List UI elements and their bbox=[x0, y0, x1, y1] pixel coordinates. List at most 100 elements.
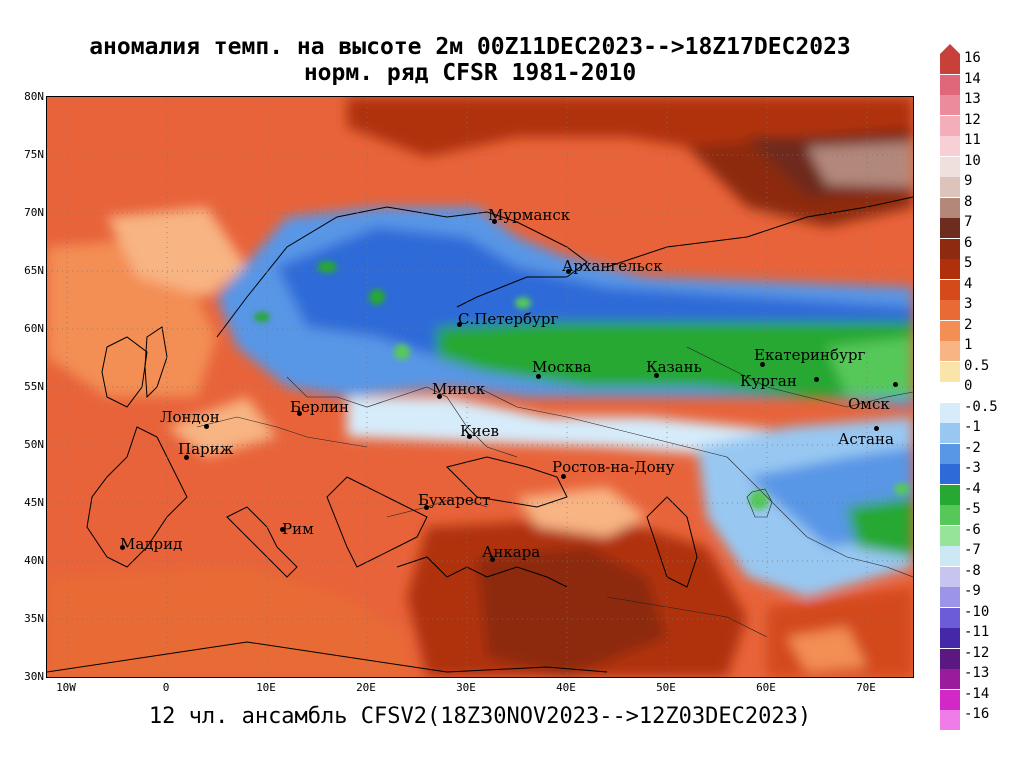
city-marker bbox=[457, 322, 462, 327]
legend-swatch bbox=[940, 669, 960, 689]
city-marker bbox=[760, 362, 765, 367]
legend-swatch bbox=[940, 587, 960, 607]
legend-label: -13 bbox=[964, 665, 990, 681]
legend-swatch bbox=[940, 566, 960, 587]
legend-label: -2 bbox=[964, 439, 981, 456]
legend-label: 14 bbox=[964, 70, 981, 87]
legend-swatch bbox=[940, 259, 960, 279]
city-marker bbox=[467, 434, 472, 439]
legend-label: -14 bbox=[964, 685, 990, 702]
legend-label: 8 bbox=[964, 193, 973, 210]
legend-swatch bbox=[940, 710, 960, 730]
legend-swatch bbox=[940, 279, 960, 300]
lon-label: 40E bbox=[556, 681, 576, 694]
legend-swatch bbox=[940, 156, 960, 177]
city-marker bbox=[424, 505, 429, 510]
legend-label: 10 bbox=[964, 152, 981, 169]
legend-label: 0.5 bbox=[964, 357, 990, 374]
legend-label: -10 bbox=[964, 603, 990, 620]
city-marker bbox=[561, 474, 566, 479]
city-label-murmansk: Мурманск bbox=[488, 206, 571, 224]
legend-label: -16 bbox=[964, 706, 990, 722]
lat-label: 80N bbox=[24, 90, 44, 103]
legend-swatch bbox=[940, 546, 960, 566]
city-label-rostov: Ростов-на-Дону bbox=[552, 458, 675, 476]
legend-swatch bbox=[940, 238, 960, 259]
legend-label: 6 bbox=[964, 234, 973, 251]
lon-label: 10E bbox=[256, 681, 276, 694]
city-label-paris: Париж bbox=[178, 440, 234, 458]
city-marker bbox=[280, 527, 285, 532]
legend-label: 12 bbox=[964, 111, 981, 128]
legend-label: -0.5 bbox=[964, 398, 998, 415]
legend-swatch bbox=[940, 197, 960, 218]
legend-swatch bbox=[940, 607, 960, 628]
legend-swatch bbox=[940, 505, 960, 525]
lat-label: 50N bbox=[24, 438, 44, 451]
city-marker bbox=[814, 377, 819, 382]
city-marker bbox=[184, 455, 189, 460]
legend-label: 16 bbox=[964, 50, 981, 66]
city-label-omsk: Омск bbox=[848, 395, 890, 413]
legend-swatch bbox=[940, 95, 960, 115]
legend-swatch bbox=[940, 361, 960, 382]
map-title-line2: норм. ряд CFSR 1981-2010 bbox=[303, 60, 637, 86]
legend-label: -8 bbox=[964, 562, 981, 579]
legend-swatch bbox=[940, 525, 960, 546]
legend-label: 13 bbox=[964, 91, 981, 107]
city-label-minsk: Минск bbox=[432, 380, 486, 398]
lon-label: 30E bbox=[456, 681, 476, 694]
lat-label: 75N bbox=[24, 148, 44, 161]
legend-label: 1 bbox=[964, 337, 973, 353]
legend-label: 4 bbox=[964, 275, 973, 292]
legend-swatch bbox=[940, 177, 960, 197]
legend-swatch bbox=[940, 74, 960, 95]
legend-swatch bbox=[940, 443, 960, 464]
lon-label: 50E bbox=[656, 681, 676, 694]
legend-top-arrow bbox=[940, 44, 960, 54]
city-marker bbox=[490, 557, 495, 562]
city-marker bbox=[297, 411, 302, 416]
lat-label: 70N bbox=[24, 206, 44, 219]
lon-label: 20E bbox=[356, 681, 376, 694]
city-label-kiev: Киев bbox=[460, 422, 499, 440]
city-marker bbox=[120, 545, 125, 550]
lat-label: 55N bbox=[24, 380, 44, 393]
city-marker bbox=[536, 374, 541, 379]
city-marker bbox=[566, 269, 571, 274]
legend-label: -9 bbox=[964, 583, 981, 599]
city-label-kurgan: Курган bbox=[740, 372, 797, 390]
legend-swatch bbox=[940, 115, 960, 136]
legend-label: 7 bbox=[964, 214, 973, 230]
anomaly-field bbox=[47, 97, 913, 677]
legend-swatch bbox=[940, 382, 960, 402]
lon-label: 70E bbox=[856, 681, 876, 694]
ensemble-footer: 12 чл. ансамбль CFSV2(18Z30NOV2023-->12Z… bbox=[148, 704, 812, 729]
legend-swatch bbox=[940, 341, 960, 361]
city-label-rome: Рим bbox=[282, 520, 314, 538]
legend-swatch bbox=[940, 320, 960, 341]
legend-swatch bbox=[940, 423, 960, 443]
legend-swatch bbox=[940, 689, 960, 710]
legend-label: 2 bbox=[964, 316, 973, 333]
legend-label: -7 bbox=[964, 542, 981, 558]
lon-label: 10W bbox=[56, 681, 76, 694]
city-label-moscow: Москва bbox=[532, 358, 592, 376]
legend-label: 0 bbox=[964, 378, 973, 394]
city-label-spb: С.Петербург bbox=[458, 310, 559, 328]
legend-swatch bbox=[940, 218, 960, 238]
city-marker bbox=[654, 373, 659, 378]
legend-swatch bbox=[940, 136, 960, 156]
color-legend: 16 14 13 12 11 10 9 8 7 6 5 4 3 2 1 0.5 0 -0.5 -1 -2 -3 -4 -5 -… bbox=[940, 44, 1020, 730]
city-marker bbox=[874, 426, 879, 431]
anomaly-map bbox=[46, 96, 914, 678]
lat-label: 35N bbox=[24, 612, 44, 625]
legend-label: -12 bbox=[964, 644, 990, 661]
legend-label: -4 bbox=[964, 480, 981, 497]
lat-label: 60N bbox=[24, 322, 44, 335]
lat-label: 30N bbox=[24, 670, 44, 683]
legend-swatch bbox=[940, 402, 960, 423]
map-title-line1: аномалия темп. на высоте 2м 00Z11DEC2023… bbox=[89, 34, 851, 60]
city-label-madrid: Мадрид bbox=[120, 535, 183, 553]
legend-swatch bbox=[940, 54, 960, 74]
